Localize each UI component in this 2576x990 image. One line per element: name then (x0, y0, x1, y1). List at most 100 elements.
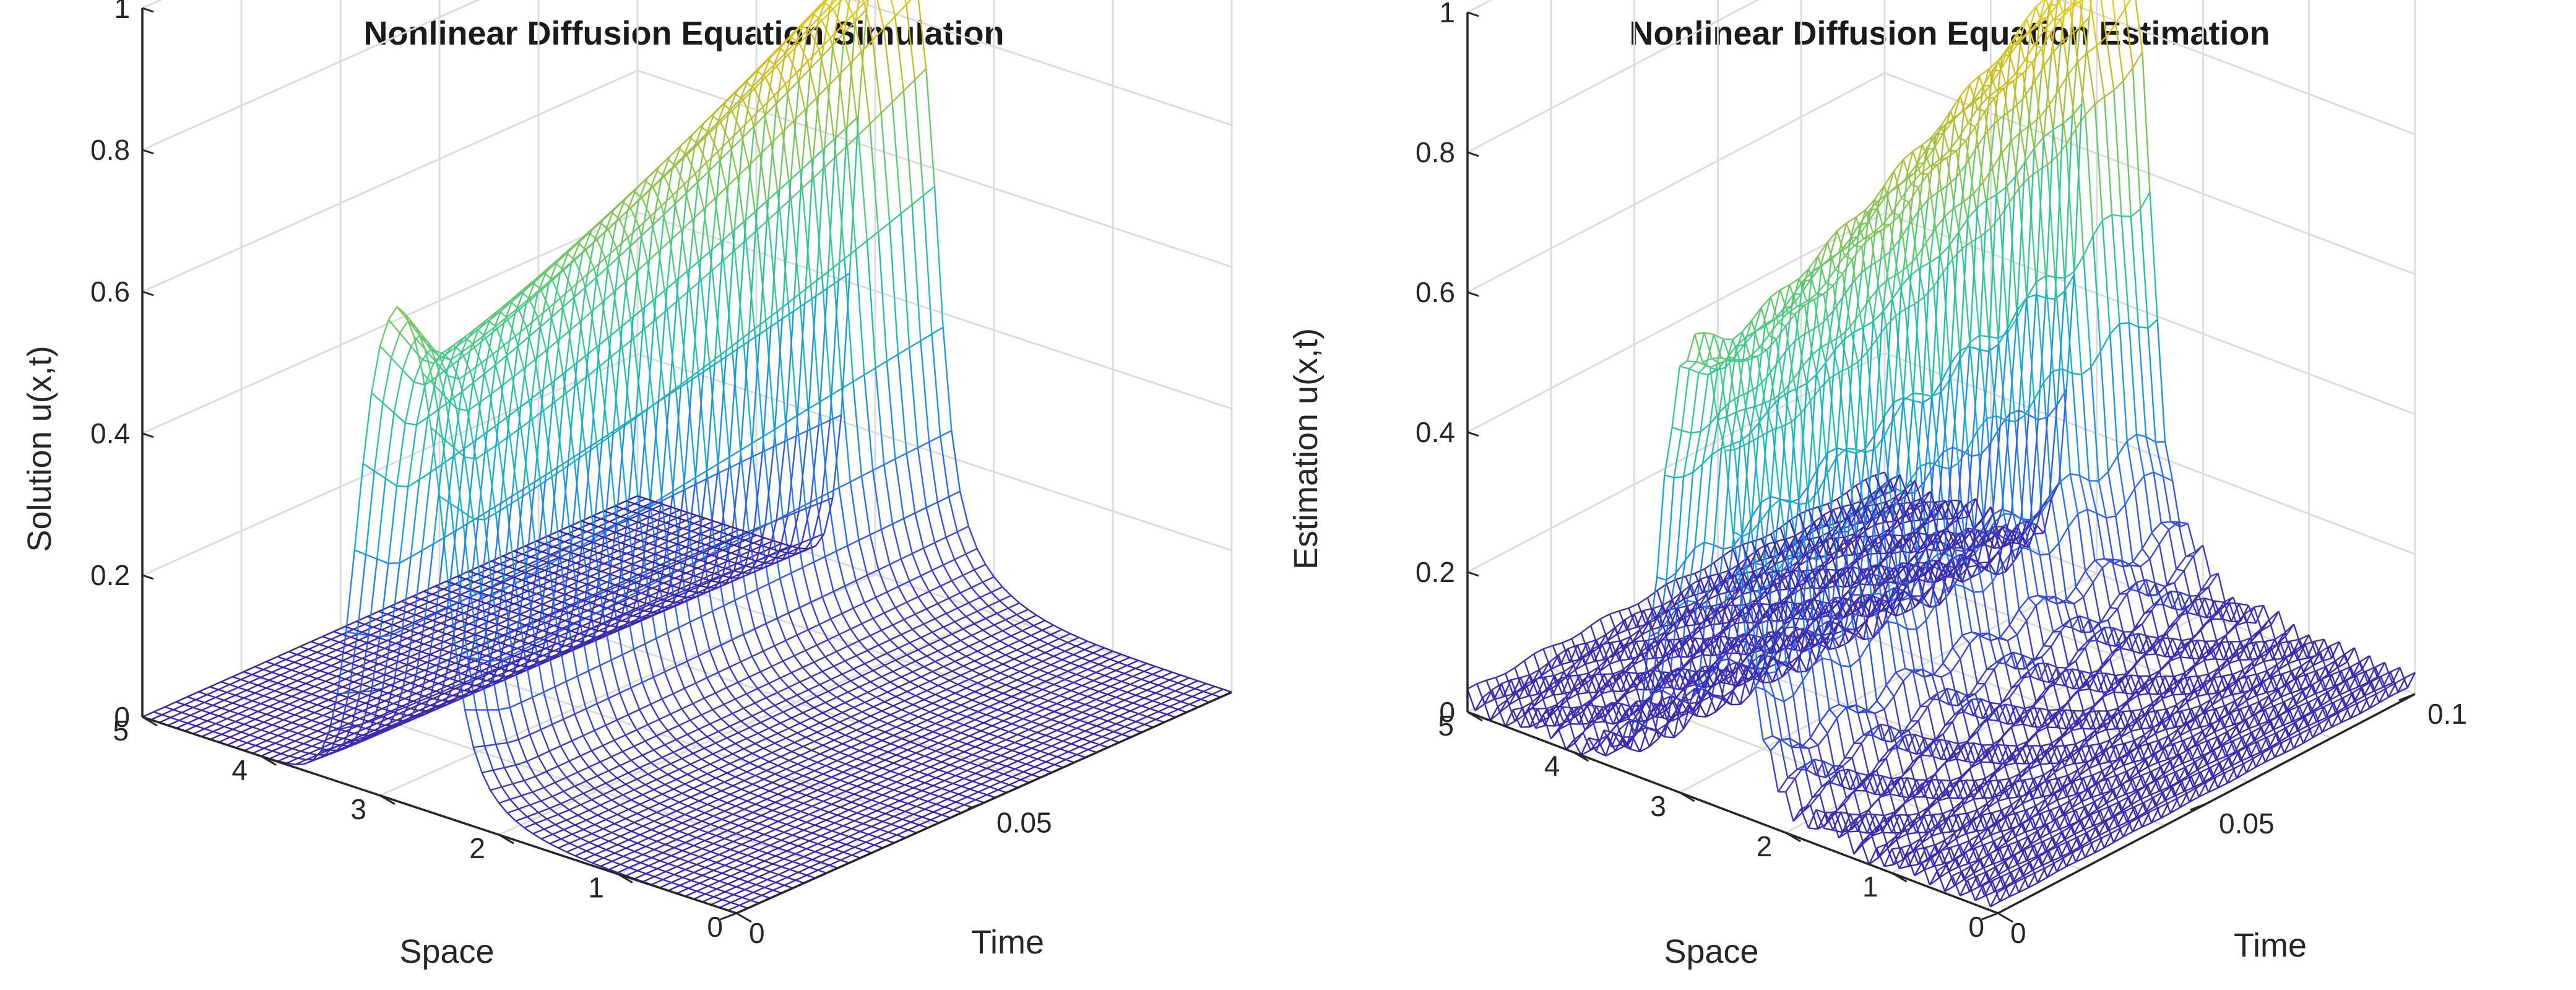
mesh-segment (675, 597, 687, 604)
mesh-segment (634, 498, 647, 505)
mesh-segment (748, 552, 760, 560)
mesh-segment (294, 682, 306, 690)
mesh-segment (392, 619, 405, 626)
mesh-segment (322, 631, 334, 638)
mesh-segment (642, 501, 655, 508)
mesh-segment (529, 326, 541, 337)
mesh-segment (387, 319, 400, 334)
mesh-segment (379, 634, 392, 638)
mesh-segment (285, 680, 298, 687)
mesh-segment (610, 620, 622, 627)
mesh-segment (818, 419, 831, 427)
mesh-segment (558, 525, 571, 532)
mesh-segment (212, 726, 225, 732)
mesh-segment (581, 515, 593, 522)
mesh-segment (587, 630, 600, 636)
mesh-segment (353, 676, 366, 683)
mesh-segment (649, 511, 661, 518)
mesh-segment (492, 322, 504, 333)
mesh-segment (569, 520, 582, 527)
mesh-segment (288, 672, 301, 679)
mesh-segment (551, 655, 560, 658)
mesh-segment (272, 693, 284, 700)
mesh-segment (497, 662, 510, 669)
mesh-segment (328, 667, 340, 674)
mesh-segment (629, 617, 642, 623)
mesh-segment (412, 643, 425, 650)
mesh-segment (277, 651, 289, 658)
mesh-segment (593, 615, 605, 622)
mesh-segment (759, 547, 771, 554)
mesh-segment (252, 721, 264, 728)
mesh-segment (361, 679, 374, 685)
mesh-segment (641, 612, 653, 619)
mesh-segment (235, 716, 248, 723)
mesh-segment (360, 690, 372, 693)
mesh-segment (598, 521, 610, 528)
mesh-segment (525, 567, 537, 573)
grid-line (617, 652, 1113, 875)
mesh-segment (586, 526, 599, 532)
mesh-segment (573, 287, 586, 298)
mesh-segment (485, 597, 498, 604)
mesh-segment (289, 750, 301, 757)
mesh-segment (741, 542, 754, 549)
mesh-segment (436, 607, 448, 615)
mesh-segment (407, 659, 419, 666)
mesh-segment (187, 717, 199, 724)
mesh-segment (441, 700, 451, 702)
mesh-segment (491, 634, 504, 641)
mesh-segment (652, 582, 664, 589)
mesh-segment (599, 334, 612, 345)
mesh-segment (351, 710, 363, 717)
mesh-segment (277, 703, 290, 710)
mesh-segment (722, 570, 735, 577)
mesh-segment (609, 568, 621, 575)
mesh-segment (243, 692, 256, 699)
mesh-segment (542, 598, 554, 606)
mesh-segment (322, 657, 334, 664)
mesh-segment (311, 740, 324, 747)
mesh-segment (314, 680, 326, 687)
mesh-segment (246, 737, 259, 744)
mesh-segment (446, 628, 459, 635)
mesh-segment (215, 692, 227, 698)
mesh-segment (702, 363, 715, 373)
mesh-segment (308, 670, 321, 677)
mesh-segment (410, 677, 422, 684)
mesh-segment (548, 609, 560, 616)
mesh-segment (719, 552, 732, 559)
mesh-segment (361, 653, 374, 659)
mesh-segment (420, 620, 433, 627)
mesh-segment (300, 719, 313, 726)
mesh-segment (292, 717, 304, 724)
mesh-segment (257, 679, 270, 686)
mesh-segment (269, 727, 282, 734)
mesh-segment (660, 585, 673, 592)
mesh-segment (672, 554, 684, 561)
mesh-segment (714, 356, 727, 365)
mesh-segment (308, 723, 321, 729)
mesh-segment (530, 604, 543, 610)
mesh-segment (393, 412, 406, 424)
mesh-segment (530, 577, 543, 584)
mesh-segment (365, 697, 377, 704)
mesh-segment (604, 610, 616, 617)
mesh-segment (347, 666, 360, 672)
mesh-segment (277, 729, 290, 737)
mesh-segment (517, 670, 526, 673)
mesh-segment (540, 660, 549, 663)
mesh-segment (395, 664, 408, 671)
mesh-segment (347, 639, 360, 646)
mesh-segment (397, 485, 408, 488)
mesh-segment (251, 669, 264, 675)
mesh-segment (488, 667, 501, 674)
mesh-segment (308, 643, 320, 650)
mesh-segment (232, 723, 244, 731)
mesh-segment (592, 563, 605, 570)
mesh-segment (567, 607, 580, 614)
mesh-segment (452, 612, 464, 619)
mesh-segment (418, 710, 428, 712)
mesh-segment (292, 690, 304, 697)
mesh-segment (525, 293, 538, 305)
